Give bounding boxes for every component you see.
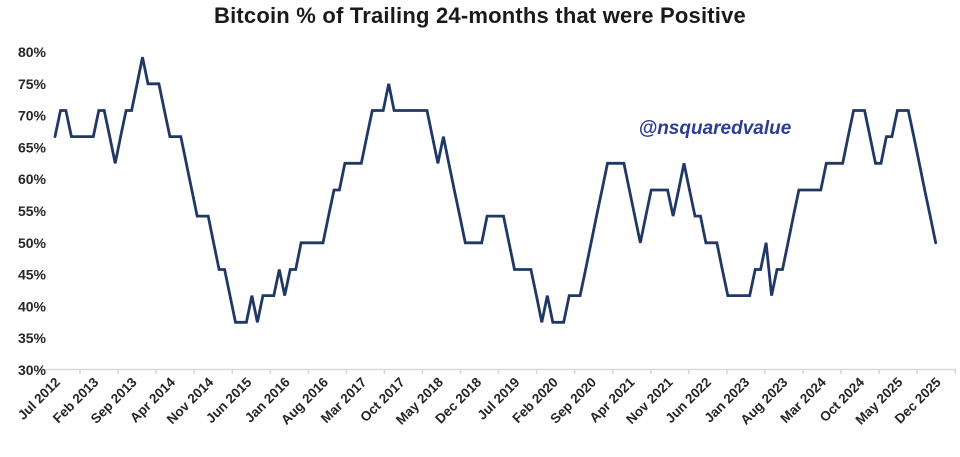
y-tick-label: 60%	[18, 171, 47, 187]
y-tick-label: 45%	[18, 267, 47, 283]
y-tick-label: 35%	[18, 330, 47, 346]
x-axis-line	[41, 368, 956, 374]
y-tick-label: 50%	[18, 235, 47, 251]
plot-area	[53, 56, 938, 324]
series-line	[53, 56, 938, 324]
y-tick-label: 65%	[18, 139, 47, 155]
chart-title: Bitcoin % of Trailing 24-months that wer…	[214, 3, 746, 28]
y-tick-label: 55%	[18, 203, 47, 219]
y-tick-label: 80%	[18, 44, 47, 60]
y-tick-label: 30%	[18, 362, 47, 378]
y-tick-label: 70%	[18, 108, 47, 124]
y-tick-label: 75%	[18, 76, 47, 92]
y-axis: 80% 75% 70% 65% 60% 55% 50% 45% 40% 35% 30%	[18, 44, 47, 378]
y-tick-label: 40%	[18, 298, 47, 314]
watermark: @nsquaredvalue	[638, 118, 792, 139]
